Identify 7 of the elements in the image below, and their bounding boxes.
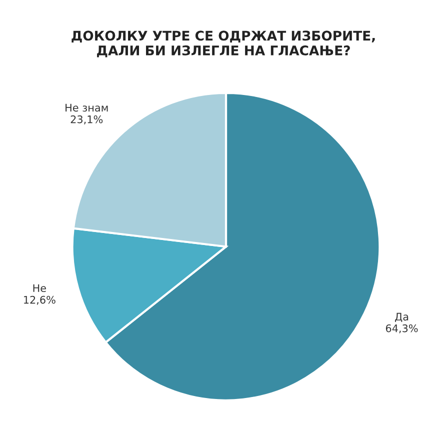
data-label: 12,6% xyxy=(24,296,56,305)
data-label: 64,3% xyxy=(386,324,418,334)
chart-title: ДОКОЛКУ УТРЕ СЕ ОДРЖАТ ИЗБОРИТЕ, ДАЛИ БИ ИЗЛЕГЛЕ НА ГЛАСАЊЕ? xyxy=(72,30,375,58)
slice-label: Не xyxy=(33,284,46,292)
slice-label: Да xyxy=(395,312,408,322)
data-label: 23,1% xyxy=(70,115,103,124)
slice-label: Не знам xyxy=(66,104,108,112)
